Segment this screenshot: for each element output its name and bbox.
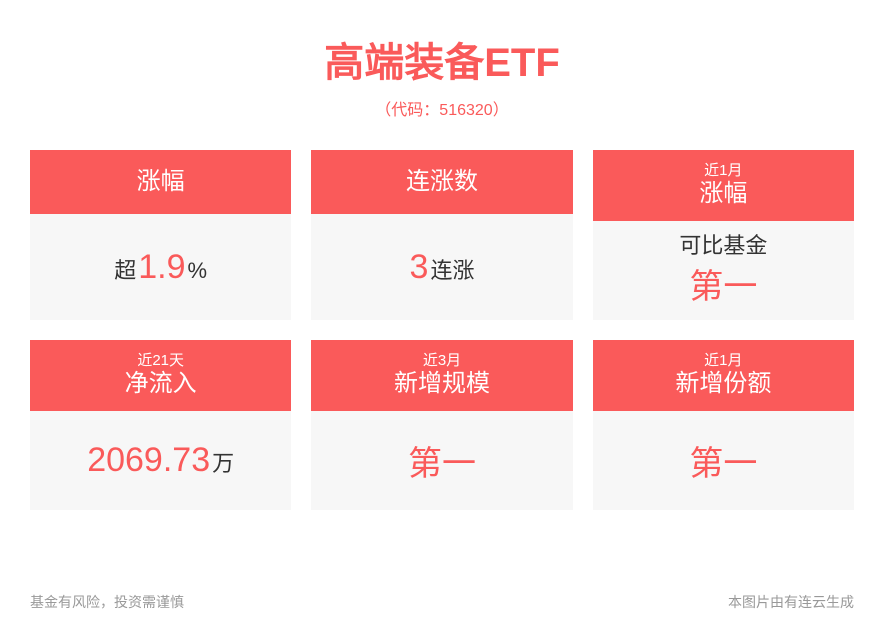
card-header-big: 连涨数 (406, 168, 478, 197)
card-1month-gain: 近1月 涨幅 可比基金 第一 (593, 150, 854, 320)
card-3month-scale: 近3月 新增规模 第一 (311, 340, 572, 510)
card-value: 第一 (689, 436, 757, 485)
card-suffix: 万 (212, 446, 234, 478)
card-value: 3 (410, 248, 429, 287)
card-header: 连涨数 (311, 150, 572, 214)
card-body: 第一 (311, 411, 572, 510)
card-pre: 超 (114, 253, 136, 285)
card-1month-shares: 近1月 新增份额 第一 (593, 340, 854, 510)
card-21day-inflow: 近21天 净流入 2069.73 万 (30, 340, 291, 510)
card-value-line: 3 连涨 (410, 248, 475, 287)
card-value: 2069.73 (87, 441, 210, 480)
card-header-big: 新增份额 (675, 370, 771, 399)
footer-credit: 本图片由有连云生成 (728, 592, 854, 612)
stat-grid: 涨幅 超 1.9 % 连涨数 3 连涨 近1月 涨幅 (0, 120, 884, 510)
card-gain: 涨幅 超 1.9 % (30, 150, 291, 320)
card-header-big: 涨幅 (699, 180, 747, 209)
card-body: 可比基金 第一 (593, 221, 854, 320)
card-value: 第一 (689, 259, 757, 308)
card-body: 3 连涨 (311, 214, 572, 320)
card-value: 第一 (408, 436, 476, 485)
card-header-big: 涨幅 (137, 168, 185, 197)
card-value-line: 第一 (689, 436, 757, 485)
card-header: 涨幅 (30, 150, 291, 214)
header: 高端装备ETF （代码：516320） (0, 0, 884, 120)
card-header: 近21天 净流入 (30, 340, 291, 411)
card-header-small: 近1月 (704, 352, 742, 370)
card-body: 2069.73 万 (30, 411, 291, 510)
card-header-big: 新增规模 (394, 370, 490, 399)
card-header-small: 近1月 (704, 162, 742, 180)
card-suffix: % (188, 258, 208, 284)
card-body: 超 1.9 % (30, 214, 291, 320)
card-value-line: 2069.73 万 (87, 441, 234, 480)
card-body: 第一 (593, 411, 854, 510)
card-value-line: 第一 (408, 436, 476, 485)
card-value-line: 第一 (689, 259, 757, 308)
card-header-small: 近21天 (137, 352, 184, 370)
card-body-top: 可比基金 (679, 233, 767, 259)
page-title: 高端装备ETF (0, 30, 884, 88)
footer: 基金有风险，投资需谨慎 本图片由有连云生成 (30, 592, 854, 612)
footer-disclaimer: 基金有风险，投资需谨慎 (30, 592, 184, 612)
card-header-small: 近3月 (423, 352, 461, 370)
page-subtitle: （代码：516320） (0, 96, 884, 120)
card-suffix: 连涨 (430, 253, 474, 285)
card-streak: 连涨数 3 连涨 (311, 150, 572, 320)
card-header-big: 净流入 (125, 370, 197, 399)
card-value-line: 超 1.9 % (114, 248, 207, 287)
card-header: 近1月 涨幅 (593, 150, 854, 221)
card-header: 近1月 新增份额 (593, 340, 854, 411)
card-value: 1.9 (138, 248, 185, 287)
card-header: 近3月 新增规模 (311, 340, 572, 411)
